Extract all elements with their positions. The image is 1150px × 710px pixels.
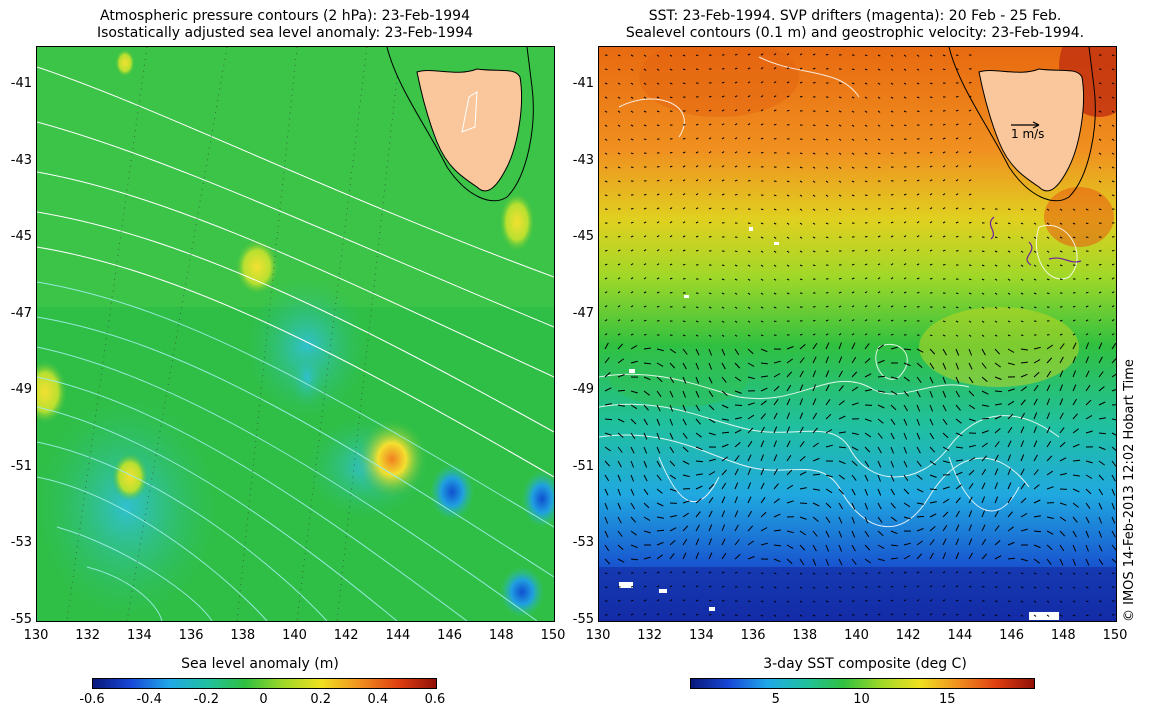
lat-tick-label: -43: [10, 152, 32, 168]
lon-tick-label: 140: [282, 628, 307, 643]
colorbar-tick-label: -0.2: [193, 692, 220, 707]
lon-tick-label: 148: [1050, 628, 1076, 643]
lat-tick-label: -41: [572, 76, 594, 92]
credit-text: © IMOS 14-Feb-2013 12:02 Hobart Time: [1122, 359, 1137, 622]
lat-tick-label: -47: [10, 305, 32, 321]
right-colorbar-label: 3-day SST composite (deg C): [763, 656, 967, 672]
left-title-line2: Isostatically adjusted sea level anomaly…: [96, 25, 474, 41]
lat-tick-label: -47: [572, 305, 594, 321]
sst-map: 1 m/s: [598, 46, 1117, 622]
colorbar-tick-label: 0.4: [367, 692, 389, 707]
lon-tick-label: 138: [792, 628, 818, 643]
lat-tick-label: -53: [10, 535, 32, 551]
right-title-line2: Sealevel contours (0.1 m) and geostrophi…: [625, 25, 1085, 41]
lon-tick-label: 138: [230, 628, 256, 643]
colorbar-tick-label: 0.6: [424, 692, 446, 707]
lon-tick-label: 144: [385, 628, 411, 643]
colorbar-tick-label: 10: [853, 692, 870, 707]
colorbar-tick-label: 5: [771, 692, 780, 707]
lon-tick-label: 142: [895, 628, 921, 643]
lon-tick-label: 146: [999, 628, 1024, 643]
colorbar-tick-label: 15: [938, 692, 956, 707]
lon-tick-label: 150: [1102, 628, 1128, 643]
lat-tick-label: -49: [10, 382, 32, 398]
sea-level-anomaly-map: [36, 46, 555, 622]
lon-tick-label: 148: [488, 628, 514, 643]
lon-tick-label: 142: [333, 628, 359, 643]
lon-tick-label: 134: [126, 628, 152, 643]
lon-tick-label: 132: [75, 628, 101, 643]
colorbar-tick-label: 0.2: [310, 692, 331, 707]
colorbar-tick-label: 0: [259, 692, 268, 707]
lon-tick-label: 136: [178, 628, 204, 643]
velocity-key-label: 1 m/s: [1011, 127, 1045, 141]
lat-tick-label: -49: [572, 382, 594, 398]
lat-tick-label: -43: [572, 152, 594, 168]
lon-tick-label: 130: [23, 628, 49, 643]
sst-colorbar: [690, 678, 1035, 689]
lon-tick-label: 144: [947, 628, 973, 643]
lon-tick-label: 146: [437, 628, 462, 643]
lon-tick-label: 130: [585, 628, 611, 643]
left-title-line1: Atmospheric pressure contours (2 hPa): 2…: [99, 8, 470, 24]
colorbar-tick-label: -0.6: [79, 692, 105, 707]
lat-tick-label: -45: [572, 229, 594, 245]
lon-tick-label: 134: [688, 628, 714, 643]
lat-tick-label: -51: [572, 458, 594, 474]
lon-tick-label: 140: [844, 628, 869, 643]
lat-tick-label: -55: [10, 612, 32, 627]
lat-tick-label: -41: [10, 76, 32, 92]
lon-tick-label: 132: [637, 628, 663, 643]
lat-tick-label: -51: [10, 458, 32, 474]
lat-tick-label: -55: [572, 612, 594, 627]
lat-tick-label: -45: [10, 229, 32, 245]
colorbar-tick-label: -0.4: [136, 692, 162, 707]
left-colorbar-label: Sea level anomaly (m): [181, 656, 339, 672]
lat-tick-label: -53: [572, 535, 594, 551]
lon-tick-label: 150: [540, 628, 566, 643]
right-title-line1: SST: 23-Feb-1994. SVP drifters (magenta)…: [648, 8, 1062, 24]
sla-colorbar: [92, 678, 437, 689]
lon-tick-label: 136: [740, 628, 766, 643]
